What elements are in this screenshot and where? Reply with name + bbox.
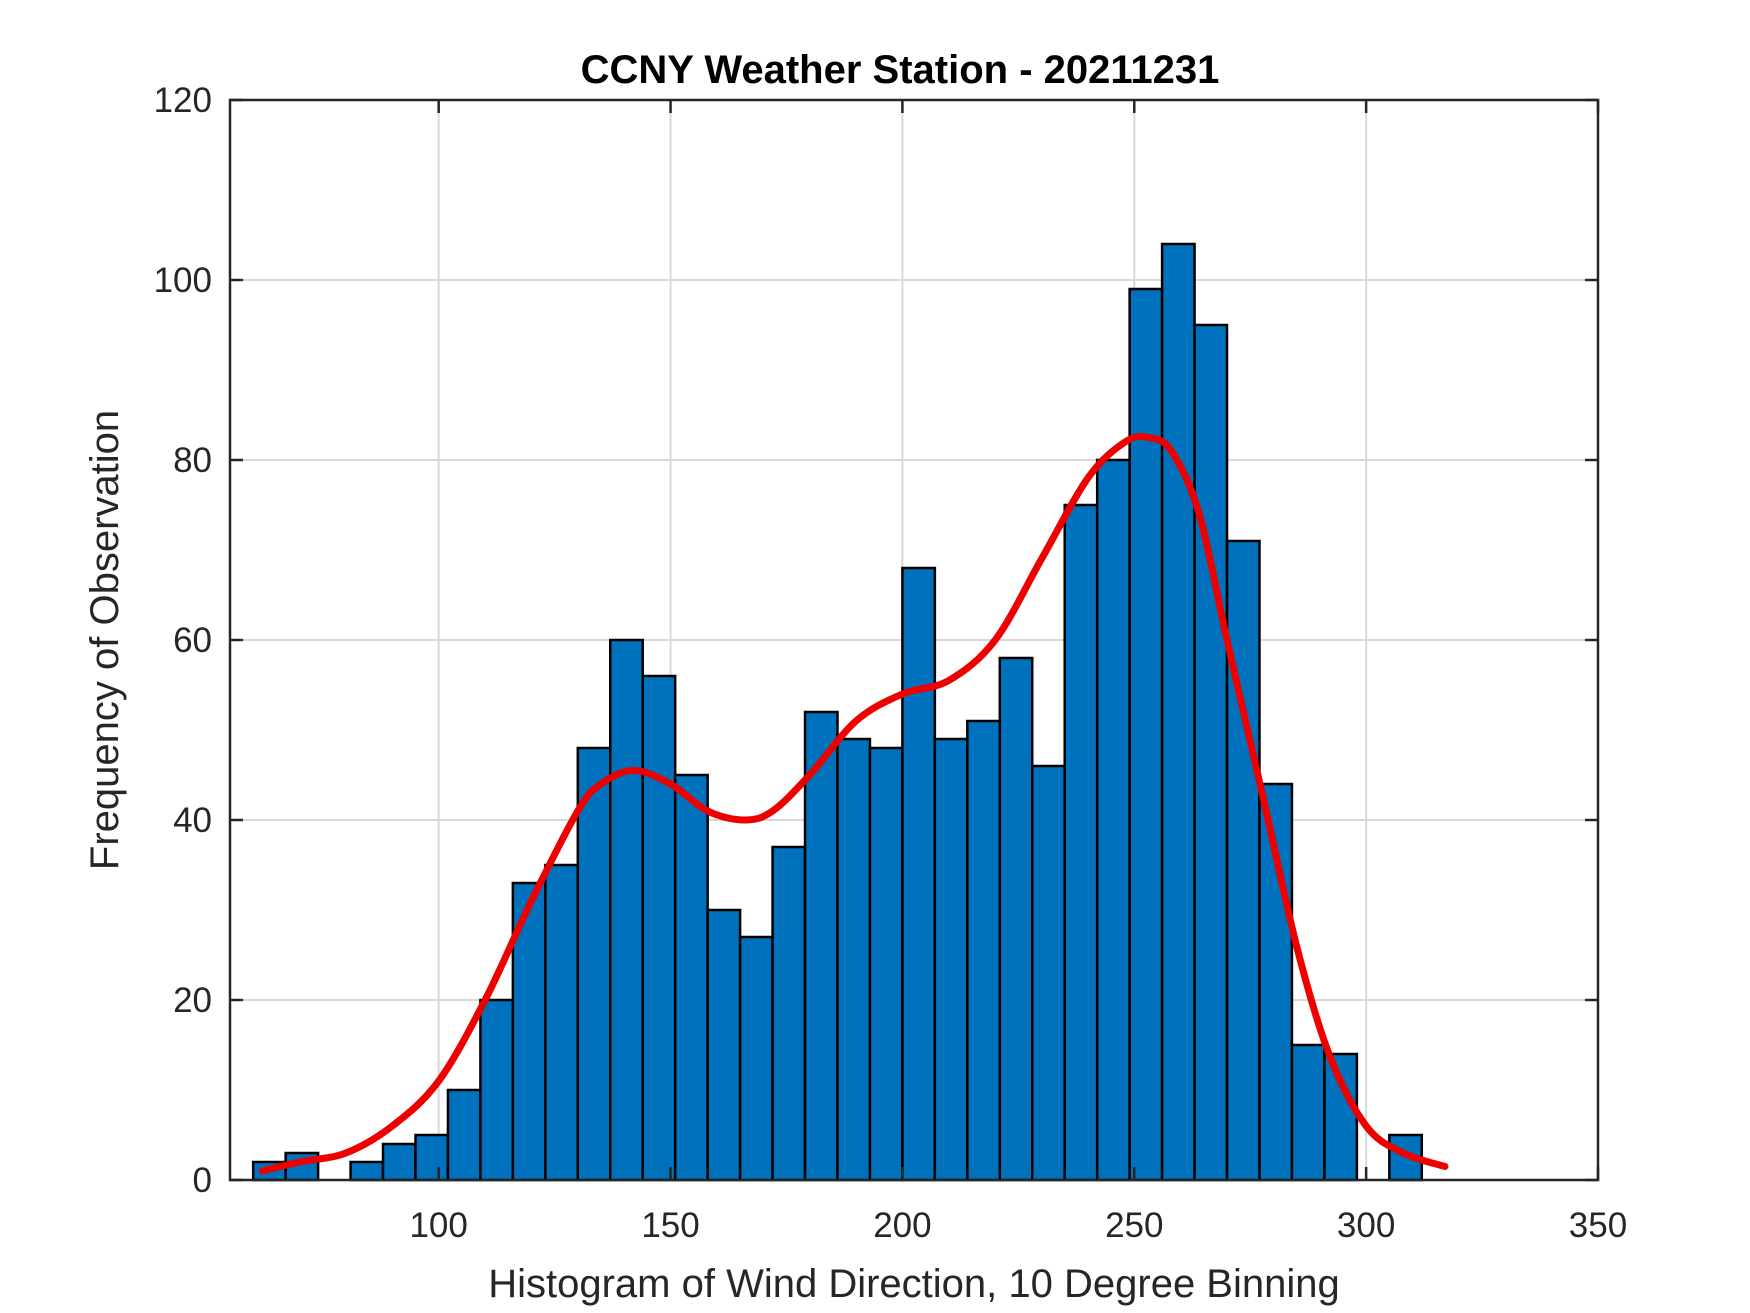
x-tick-label: 250: [1105, 1206, 1163, 1245]
histogram-bar: [446, 1088, 482, 1182]
y-tick-labels: 0 20 40 60 80 100 120: [154, 81, 212, 1200]
histogram-bar: [673, 773, 709, 1182]
histogram-bar: [414, 1133, 450, 1182]
histogram-bar: [1128, 287, 1164, 1182]
x-tick-labels: 100 150 200 250 300 350: [409, 1206, 1627, 1245]
fit-curve-layer: [259, 433, 1449, 1175]
histogram-bar: [479, 998, 515, 1182]
histogram-bar: [933, 737, 969, 1182]
x-axis-label: Histogram of Wind Direction, 10 Degree B…: [488, 1262, 1340, 1306]
histogram-bar: [1290, 1043, 1326, 1182]
histogram-bar: [706, 908, 742, 1182]
histogram-bar: [1225, 539, 1261, 1182]
histogram-bar: [771, 845, 807, 1182]
histogram-bar: [803, 710, 839, 1182]
y-tick-label: 0: [193, 1161, 212, 1200]
y-tick-label: 80: [173, 441, 212, 480]
x-tick-label: 200: [873, 1206, 931, 1245]
histogram-bar: [1063, 503, 1099, 1182]
x-tick-label: 100: [409, 1206, 467, 1245]
histogram-bar: [641, 674, 677, 1182]
histogram-bar: [998, 656, 1034, 1182]
histogram-bar: [836, 737, 872, 1182]
histogram-bar: [1095, 458, 1131, 1182]
x-tick-label: 350: [1569, 1206, 1627, 1245]
histogram-bar: [1160, 242, 1196, 1182]
x-tick-label: 300: [1337, 1206, 1395, 1245]
histogram-bar: [868, 746, 904, 1182]
histogram-bar: [609, 638, 644, 1182]
y-tick-label: 120: [154, 81, 212, 120]
histogram-bar: [1031, 764, 1066, 1182]
y-tick-label: 20: [173, 981, 212, 1020]
axis-ticks: [230, 98, 1600, 1182]
y-tick-label: 40: [173, 801, 212, 840]
histogram-bar: [1323, 1052, 1359, 1182]
x-tick-label: 150: [641, 1206, 699, 1245]
y-tick-label: 100: [154, 261, 212, 300]
density-fit-curve: [259, 433, 1449, 1175]
histogram-bars: [251, 242, 1424, 1182]
histogram-bar: [738, 935, 774, 1182]
histogram-bar: [966, 719, 1002, 1182]
histogram-bar: [544, 863, 580, 1182]
y-axis-label: Frequency of Observation: [83, 410, 127, 870]
histogram-bar: [349, 1160, 385, 1182]
histogram-bar: [901, 566, 937, 1182]
chart-title: CCNY Weather Station - 20211231: [581, 48, 1220, 92]
histogram-bar: [576, 746, 612, 1182]
histogram-bar: [381, 1142, 417, 1182]
y-tick-label: 60: [173, 621, 212, 660]
histogram-bar: [1193, 323, 1229, 1182]
